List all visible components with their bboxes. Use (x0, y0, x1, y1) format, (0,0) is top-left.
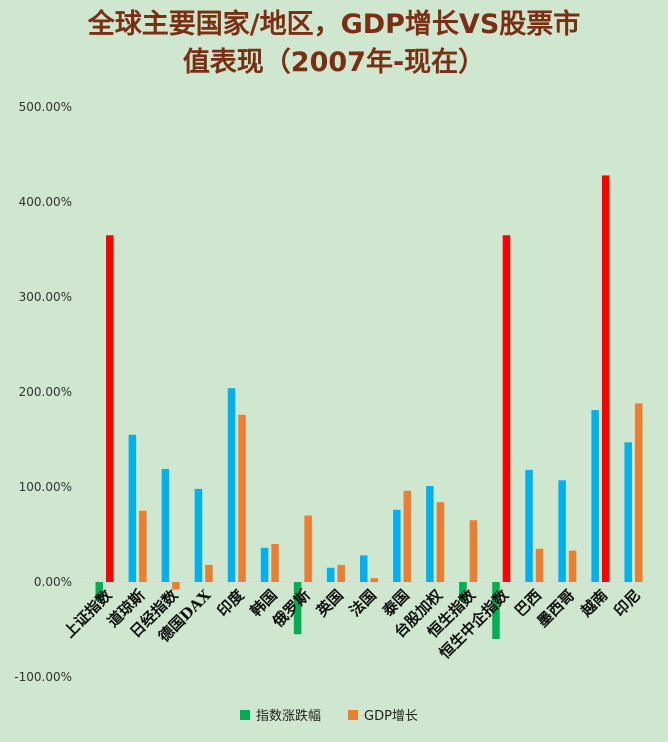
chart-title-line2: 值表现（2007年-现在） (182, 47, 486, 78)
y-tick-label: 400.00% (19, 195, 72, 209)
gdp-bar (106, 235, 114, 582)
chart-title: 全球主要国家/地区，GDP增长VS股票市 值表现（2007年-现在） (0, 6, 668, 82)
y-tick-label: -100.00% (14, 670, 72, 684)
gdp-bar (502, 235, 511, 582)
index-bar (624, 442, 632, 582)
gdp-bar (337, 564, 345, 582)
index-bar (393, 509, 401, 582)
gdp-bar (205, 564, 213, 582)
gdp-bar (172, 582, 180, 590)
gdp-bar (403, 490, 412, 582)
gdp-bar (436, 502, 445, 582)
index-bar (227, 388, 236, 582)
gdp-bar (271, 544, 279, 582)
gdp-bar (568, 550, 577, 582)
legend-label-index: 指数涨跌幅 (256, 708, 321, 724)
y-tick-label: 300.00% (19, 290, 72, 304)
index-bar (360, 555, 368, 582)
index-bar (95, 582, 104, 601)
gdp-bar (601, 175, 610, 582)
gdp-bar (634, 403, 643, 582)
gdp-bar (469, 520, 478, 582)
x-tick-label: 印度 (214, 585, 249, 620)
gdp-bar (304, 515, 312, 582)
x-tick-label: 英国 (313, 586, 347, 620)
index-bar (591, 410, 599, 582)
gdp-bar (139, 510, 147, 582)
index-bar (128, 434, 137, 582)
y-tick-label: 200.00% (19, 385, 72, 399)
x-tick-label: 印尼 (610, 586, 644, 620)
y-tick-label: 500.00% (19, 100, 72, 114)
index-bar (525, 469, 533, 582)
legend-swatch-index (240, 710, 250, 720)
index-bar (492, 582, 500, 639)
index-bar (194, 488, 203, 582)
gdp-bar (535, 548, 544, 582)
legend-swatch-gdp (348, 710, 358, 720)
chart-title-line1: 全球主要国家/地区，GDP增长VS股票市 (87, 9, 581, 40)
index-bar (326, 567, 335, 582)
index-bar (260, 547, 269, 582)
gdp-bar (238, 414, 246, 582)
index-bar (558, 480, 566, 582)
y-tick-label: 0.00% (34, 575, 72, 589)
x-tick-label: 墨西哥 (534, 586, 579, 631)
x-tick-label: 法国 (346, 586, 380, 620)
x-tick-label: 越南 (577, 586, 612, 621)
index-bar (293, 582, 302, 635)
y-tick-label: 100.00% (19, 480, 72, 494)
legend-label-gdp: GDP增长 (364, 709, 418, 724)
index-bar (426, 486, 434, 582)
x-tick-label: 俄罗斯 (268, 586, 313, 631)
index-bar (161, 468, 170, 582)
index-bar (459, 582, 467, 601)
gdp-bar (370, 578, 378, 582)
